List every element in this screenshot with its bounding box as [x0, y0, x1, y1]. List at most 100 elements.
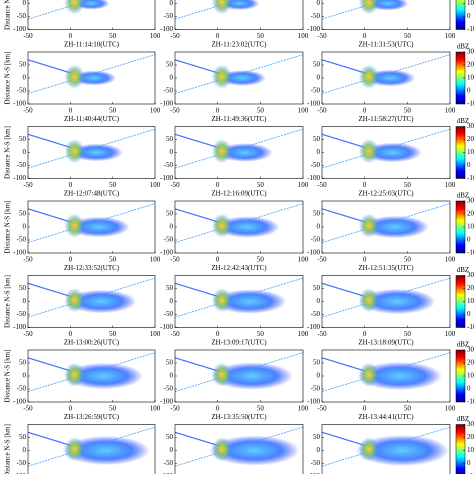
x-tick-label: 100 — [445, 32, 456, 40]
colorbar-tick-label: 0 — [467, 385, 471, 393]
y-tick-label: 50 — [166, 135, 174, 143]
y-tick-label: 0 — [170, 0, 174, 7]
colorbar-tick-label: 30 — [467, 197, 474, 205]
y-tick-label: -50 — [164, 87, 174, 95]
colorbar-label: dBZ — [457, 341, 469, 349]
streak — [174, 203, 304, 243]
colorbar-tick-label: 0 — [467, 459, 471, 467]
x-tick-label: 100 — [150, 405, 161, 413]
y-tick-label: 0 — [317, 148, 321, 156]
colorbar-tick-label: 0 — [467, 236, 471, 244]
x-tick-label: 50 — [404, 330, 412, 338]
x-tick-label: -50 — [23, 330, 33, 338]
panel-title: ZH-11:31:53(UTC) — [359, 41, 415, 49]
echo-core — [211, 288, 232, 313]
colorbar-tick-label: -10 — [467, 323, 474, 331]
x-tick-label: 50 — [257, 330, 265, 338]
y-tick-label: 50 — [19, 433, 27, 441]
colorbar-label: dBZ — [457, 192, 469, 200]
y-tick-label: -50 — [17, 12, 27, 20]
echo — [212, 289, 287, 314]
streak — [321, 128, 451, 169]
echo-core — [211, 0, 232, 15]
echo-core — [64, 64, 85, 89]
y-tick-label: -50 — [17, 459, 27, 467]
streak — [27, 54, 156, 94]
y-tick-label: 0 — [23, 74, 27, 82]
echo-core — [64, 213, 85, 238]
y-tick-label: 50 — [166, 359, 174, 367]
x-tick-label: 0 — [216, 32, 220, 40]
x-tick-label: -50 — [317, 256, 327, 264]
x-tick-label: -50 — [23, 107, 33, 115]
colorbar-tick-label: 20 — [467, 359, 474, 367]
colorbar-tick-label: 10 — [467, 372, 474, 380]
y-tick-label: -100 — [307, 174, 320, 182]
x-tick-label: 50 — [404, 32, 412, 40]
streak — [321, 426, 451, 467]
y-tick-label: -100 — [160, 174, 173, 182]
panel-title: ZH-12:42:43(UTC) — [211, 264, 267, 272]
x-tick-label: -50 — [317, 405, 327, 413]
y-axis-label: Distance N-S [km] — [4, 275, 12, 328]
x-tick-label: 0 — [69, 32, 73, 40]
y-tick-label: 0 — [23, 223, 27, 231]
y-tick-label: 0 — [317, 74, 321, 82]
y-tick-label: 0 — [170, 148, 174, 156]
x-tick-label: 50 — [257, 181, 265, 189]
colorbar-tick-label: 10 — [467, 297, 474, 305]
x-tick-label: 50 — [257, 256, 265, 264]
colorbar-label: dBZ — [457, 43, 469, 51]
x-tick-label: -50 — [317, 32, 327, 40]
echo — [359, 288, 436, 315]
echo-core — [64, 288, 85, 313]
panel-title: ZH-12:16:09(UTC) — [211, 190, 267, 198]
x-tick-label: 100 — [150, 181, 161, 189]
y-tick-label: 50 — [166, 210, 174, 218]
echo-core — [358, 139, 379, 164]
x-tick-label: -50 — [170, 32, 180, 40]
colorbar-tick-label: 0 — [467, 310, 471, 318]
echo-core — [211, 139, 232, 164]
y-tick-label: -100 — [160, 25, 173, 33]
x-tick-label: 0 — [216, 181, 220, 189]
panel-title: ZH-12:33:52(UTC) — [64, 264, 120, 272]
colorbar-tick-label: 20 — [467, 61, 474, 69]
x-tick-label: 0 — [69, 256, 73, 264]
streak — [321, 277, 451, 318]
y-tick-label: -50 — [311, 459, 321, 467]
streak — [174, 128, 304, 169]
x-tick-label: 0 — [363, 107, 367, 115]
y-tick-label: -100 — [307, 249, 320, 257]
x-tick-label: 100 — [298, 330, 309, 338]
colorbar-tick-label: 30 — [467, 271, 474, 279]
echo-core — [211, 437, 232, 462]
streak — [174, 352, 304, 392]
x-tick-label: 50 — [404, 405, 412, 413]
x-tick-label: -50 — [170, 405, 180, 413]
y-tick-label: 50 — [19, 61, 27, 69]
colorbar-tick-label: -10 — [467, 249, 474, 257]
y-tick-label: -50 — [164, 459, 174, 467]
x-tick-label: 50 — [404, 181, 412, 189]
panel-title: ZH-13:44:41(UTC) — [358, 413, 414, 421]
x-tick-label: 100 — [150, 256, 161, 264]
x-tick-label: 100 — [445, 405, 456, 413]
y-tick-label: 50 — [313, 61, 321, 69]
x-tick-label: 0 — [363, 181, 367, 189]
y-tick-label: -100 — [160, 323, 173, 331]
echo-core — [64, 437, 85, 462]
y-tick-label: -100 — [160, 249, 173, 257]
echo-core — [64, 0, 85, 15]
echo-core — [211, 213, 232, 238]
x-tick-label: -50 — [23, 32, 33, 40]
streak — [321, 352, 451, 392]
y-tick-label: -100 — [307, 25, 320, 33]
colorbar-label: dBZ — [457, 266, 469, 274]
x-tick-label: 100 — [150, 107, 161, 115]
panel-title: ZH-12:51:35(UTC) — [358, 264, 414, 272]
x-tick-label: -50 — [317, 107, 327, 115]
y-tick-label: 50 — [166, 433, 174, 441]
x-tick-label: 50 — [109, 256, 117, 264]
